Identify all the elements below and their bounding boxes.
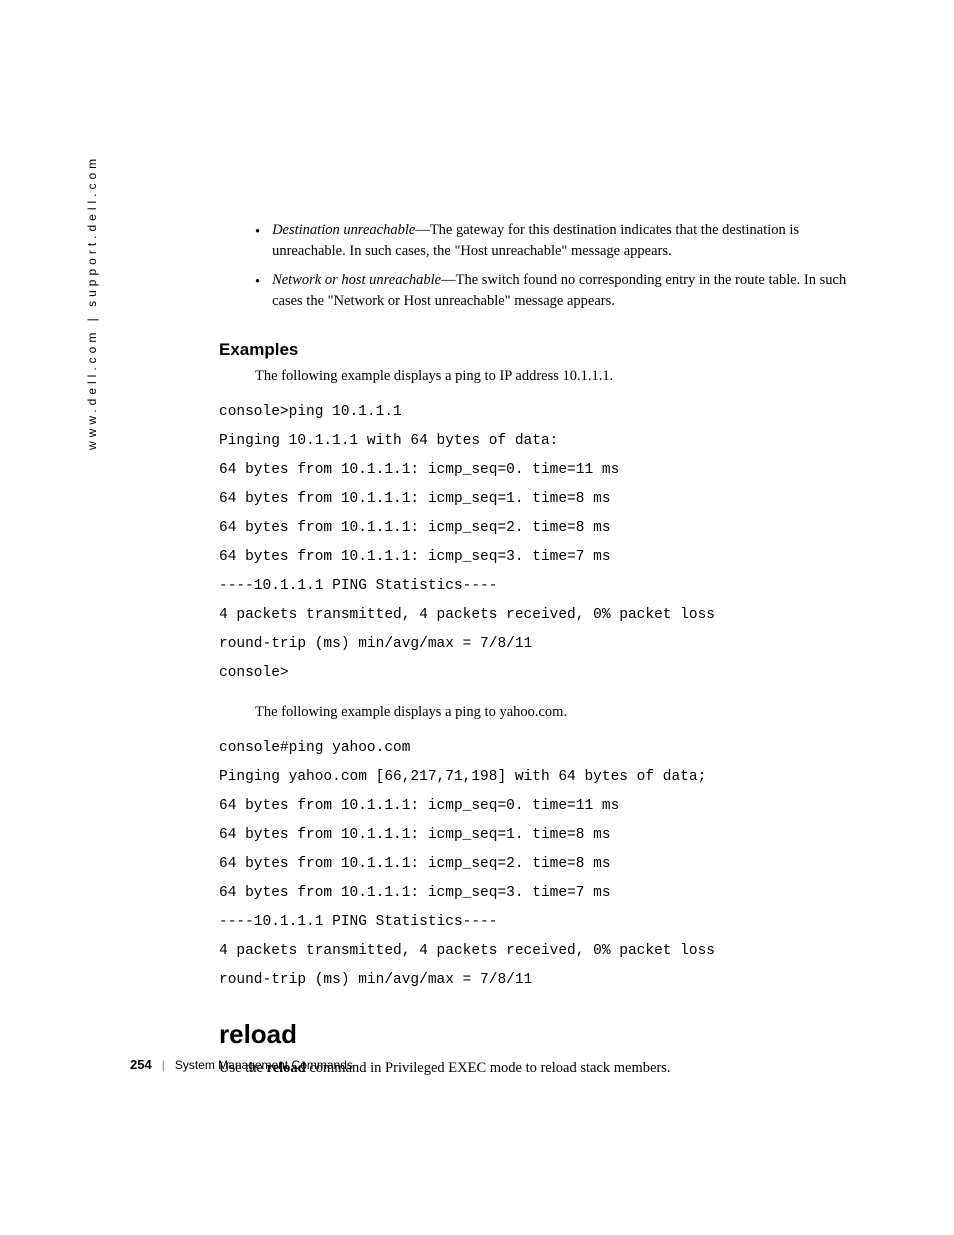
code-example-2: console#ping yahoo.com Pinging yahoo.com… bbox=[219, 734, 859, 995]
footer-chapter-title: System Management Commands bbox=[175, 1058, 353, 1072]
bullet-marker: • bbox=[255, 222, 260, 262]
reload-heading: reload bbox=[219, 1019, 859, 1050]
page-content: • Destination unreachable—The gateway fo… bbox=[219, 220, 859, 1079]
code-example-1: console>ping 10.1.1.1 Pinging 10.1.1.1 w… bbox=[219, 398, 859, 688]
sidebar-url: www.dell.com | support.dell.com bbox=[85, 155, 99, 450]
bullet-item: • Network or host unreachable—The switch… bbox=[219, 270, 859, 312]
bullet-item: • Destination unreachable—The gateway fo… bbox=[219, 220, 859, 262]
bullet-term: Network or host unreachable bbox=[272, 272, 441, 288]
example-intro-1: The following example displays a ping to… bbox=[255, 366, 859, 388]
example-intro-2: The following example displays a ping to… bbox=[255, 702, 859, 724]
page-footer: 254 | System Management Commands bbox=[130, 1057, 353, 1072]
page-number: 254 bbox=[130, 1057, 152, 1072]
bullet-text: Destination unreachable—The gateway for … bbox=[272, 220, 859, 262]
examples-heading: Examples bbox=[219, 340, 859, 360]
bullet-text: Network or host unreachable—The switch f… bbox=[272, 270, 859, 312]
bullet-term: Destination unreachable bbox=[272, 222, 415, 238]
bullet-marker: • bbox=[255, 272, 260, 312]
reload-text-post: command in Privileged EXEC mode to reloa… bbox=[306, 1060, 671, 1076]
footer-separator: | bbox=[162, 1058, 165, 1072]
